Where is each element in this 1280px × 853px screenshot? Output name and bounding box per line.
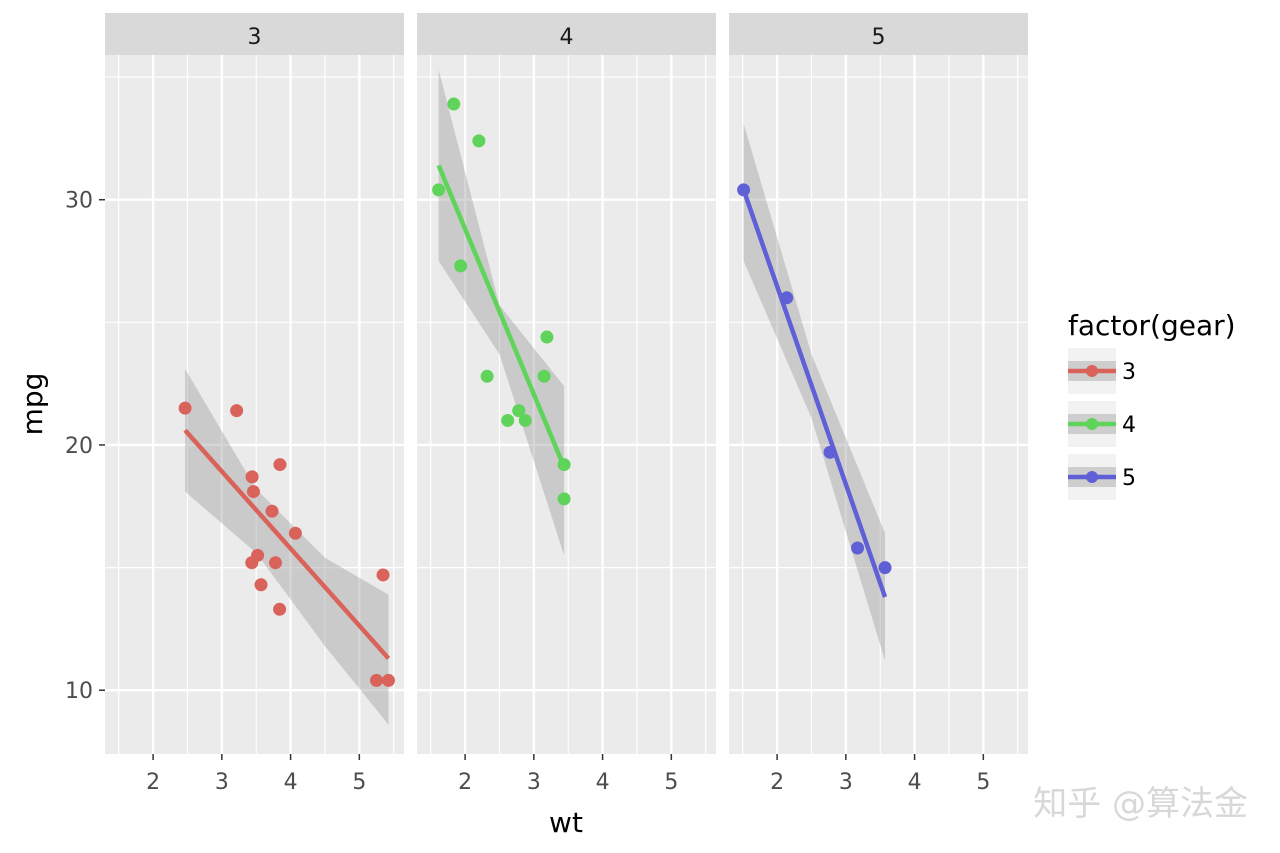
data-point [230, 404, 244, 418]
x-tick-label: 5 [664, 770, 678, 795]
data-point [245, 470, 259, 484]
data-point [518, 413, 532, 427]
y-tick-label: 30 [65, 189, 93, 214]
data-point [178, 401, 192, 415]
data-point [823, 445, 837, 459]
legend-label: 3 [1122, 360, 1136, 385]
data-point [246, 485, 260, 499]
data-point [851, 541, 865, 555]
facet-strip [417, 13, 716, 55]
watermark-text: 知乎 @算法金 [1033, 784, 1248, 824]
data-point [737, 183, 751, 197]
x-tick-label: 2 [458, 770, 472, 795]
data-point [480, 369, 494, 383]
panel-background [105, 55, 404, 754]
regression-line [741, 189, 888, 598]
data-point [265, 504, 279, 518]
y-tick-label: 10 [65, 679, 93, 704]
data-point [288, 526, 302, 540]
data-point [268, 556, 282, 570]
x-axis-title: wt [549, 806, 583, 839]
panel-background [729, 55, 1028, 754]
x-tick-label: 3 [839, 770, 853, 795]
legend-label: 5 [1122, 466, 1136, 491]
data-point [472, 134, 486, 148]
data-point [780, 291, 794, 305]
regression-line [436, 164, 567, 468]
data-point [557, 458, 571, 472]
y-tick-label: 20 [65, 434, 93, 459]
x-tick-label: 2 [770, 770, 784, 795]
regression-line [183, 428, 391, 660]
legend-title: factor(gear) [1068, 309, 1236, 342]
data-point [540, 330, 554, 344]
facet-strip [729, 13, 1028, 55]
data-point [432, 183, 446, 197]
data-point [537, 369, 551, 383]
facet-strip-label: 4 [560, 25, 574, 50]
data-point [370, 673, 384, 687]
data-point [557, 492, 571, 506]
legend-label: 4 [1122, 413, 1136, 438]
x-tick-label: 4 [596, 770, 610, 795]
data-point [254, 578, 268, 592]
facet-strip-label: 3 [248, 25, 262, 50]
x-tick-label: 3 [215, 770, 229, 795]
data-point [447, 97, 461, 111]
data-point [512, 404, 526, 418]
legend-key-point [1086, 418, 1098, 430]
data-point [273, 458, 287, 472]
facet-strip-label: 5 [872, 25, 886, 50]
x-tick-label: 4 [284, 770, 298, 795]
data-point [273, 602, 287, 616]
facet-strip [105, 13, 404, 55]
data-point [878, 561, 892, 575]
x-tick-label: 5 [352, 770, 366, 795]
x-tick-label: 2 [146, 770, 160, 795]
x-tick-label: 5 [976, 770, 990, 795]
data-point [381, 673, 395, 687]
panel-background [417, 55, 716, 754]
legend-key-point [1086, 365, 1098, 377]
x-tick-label: 4 [908, 770, 922, 795]
data-point [454, 259, 468, 273]
x-tick-label: 3 [527, 770, 541, 795]
data-point [376, 568, 390, 582]
y-axis-title: mpg [16, 373, 49, 436]
legend-key-point [1086, 471, 1098, 483]
data-point [501, 413, 515, 427]
data-point [245, 556, 259, 570]
